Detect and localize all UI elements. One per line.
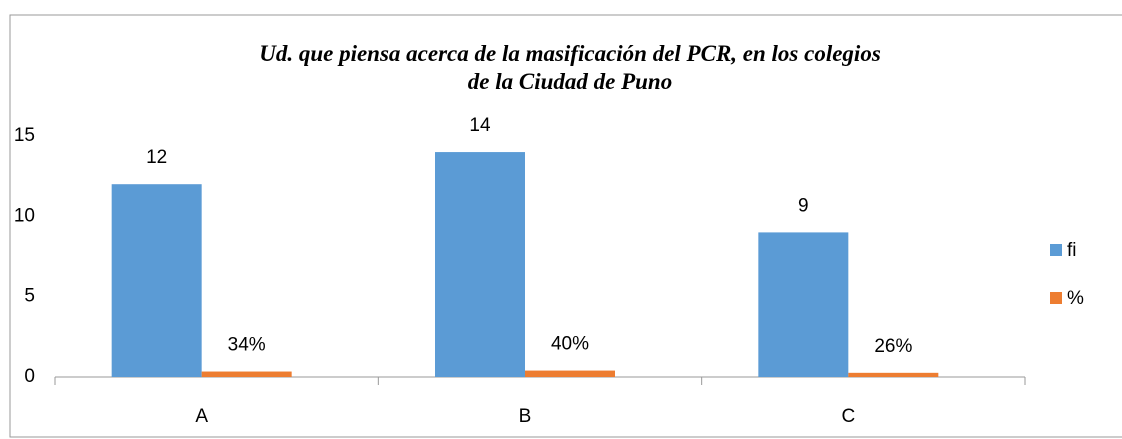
y-tick-label: 15 [14, 125, 35, 146]
x-tick-label: C [841, 406, 855, 427]
bar [111, 184, 202, 377]
value-label: 12 [146, 147, 167, 168]
value-label: 26% [874, 336, 912, 357]
legend-swatch [1050, 292, 1062, 304]
chart-title: Ud. que piensa acerca de la masificación… [259, 41, 881, 94]
legend-label: % [1067, 288, 1084, 309]
bar [435, 152, 525, 377]
bar [525, 370, 615, 377]
bar [201, 371, 292, 377]
x-tick-label: B [519, 406, 532, 427]
legend-swatch [1050, 244, 1062, 256]
x-tick-label: A [195, 406, 208, 427]
bar [758, 232, 849, 377]
y-tick-label: 0 [24, 366, 35, 387]
chart-border [9, 14, 1122, 438]
value-label: 40% [551, 334, 589, 355]
value-label: 34% [228, 335, 266, 356]
legend-label: fi [1067, 240, 1077, 261]
value-label: 9 [798, 195, 809, 216]
bar [848, 372, 939, 377]
value-label: 14 [469, 115, 491, 136]
y-tick-label: 5 [24, 286, 35, 307]
y-tick-label: 10 [14, 205, 35, 226]
